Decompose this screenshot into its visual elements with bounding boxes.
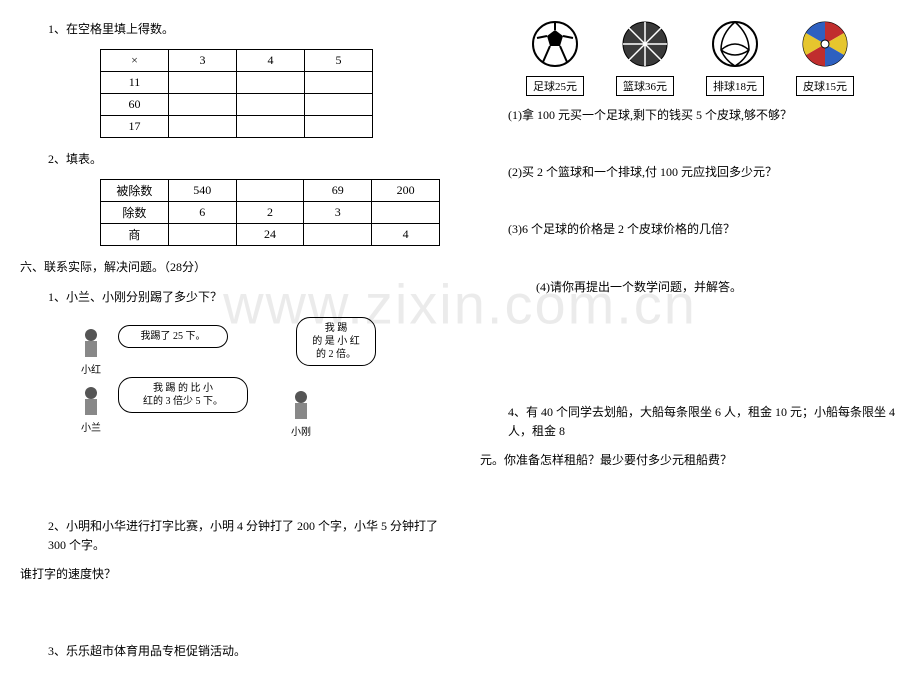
cell	[169, 72, 237, 94]
cell: 17	[101, 116, 169, 138]
char-xiaogang: 小刚	[286, 389, 316, 438]
gap	[480, 250, 900, 278]
price-label: 皮球15元	[796, 76, 854, 96]
char-xiaohong: 小红	[76, 327, 106, 376]
bubble-xiaogang: 我 踢 的 是 小 红 的 2 倍。	[296, 317, 376, 366]
bubble-xiaohong: 我踢了 25 下。	[118, 325, 228, 348]
person-icon	[78, 385, 104, 419]
beach-ball-icon	[801, 20, 849, 68]
section-6-heading: 六、联系实际，解决问题。（28分）	[20, 258, 440, 277]
right-r4: (4)请你再提出一个数学问题，并解答。	[480, 278, 900, 297]
cell: 3	[169, 50, 237, 72]
gap	[480, 135, 900, 163]
char-label: 小兰	[81, 423, 101, 434]
bubble-xiaolan: 我 踢 的 比 小 红的 3 倍少 5 下。	[118, 377, 248, 413]
price-label: 排球18元	[706, 76, 764, 96]
cell	[169, 116, 237, 138]
left-q3: 3、乐乐超市体育用品专柜促销活动。	[20, 642, 440, 661]
right-r1: (1)拿 100 元买一个足球,剩下的钱买 5 个皮球,够不够？	[480, 106, 900, 125]
cell: 商	[101, 224, 169, 246]
cell: 2	[236, 202, 304, 224]
cell	[305, 116, 373, 138]
table-row: 除数 6 2 3	[101, 202, 440, 224]
cell	[305, 72, 373, 94]
volleyball-icon	[711, 20, 759, 68]
left-column: 1、在空格里填上得数。 × 3 4 5 11 60 17 2、填表。	[0, 0, 460, 692]
soccer-ball-icon	[531, 20, 579, 68]
cell: 60	[101, 94, 169, 116]
cell: 4	[237, 50, 305, 72]
cell: 11	[101, 72, 169, 94]
char-label: 小刚	[291, 427, 311, 438]
cell	[237, 72, 305, 94]
table-row: 11	[101, 72, 373, 94]
speech-scene: 小红 我踢了 25 下。 我 踢 的 是 小 红 的 2 倍。 小兰 我 踢 的…	[76, 317, 416, 447]
right-q4-a: 4、有 40 个同学去划船，大船每条限坐 6 人，租金 10 元；小船每条限坐 …	[480, 403, 900, 441]
basketball-icon	[621, 20, 669, 68]
price-label: 足球25元	[526, 76, 584, 96]
cell: 69	[304, 180, 372, 202]
left-p1: 1、在空格里填上得数。	[20, 20, 440, 39]
cell: 540	[168, 180, 236, 202]
cell	[372, 202, 440, 224]
cell: 3	[304, 202, 372, 224]
gap	[480, 307, 900, 355]
cell: 200	[372, 180, 440, 202]
cell	[237, 94, 305, 116]
table-row: 60	[101, 94, 373, 116]
left-q1: 1、小兰、小刚分别踢了多少下？	[20, 288, 440, 307]
price-label: 篮球36元	[616, 76, 674, 96]
right-r3: (3)6 个足球的价格是 2 个皮球价格的几倍？	[480, 220, 900, 239]
cell	[168, 224, 236, 246]
table-row: × 3 4 5	[101, 50, 373, 72]
price-boxes: 足球25元 篮球36元 排球18元 皮球15元	[510, 76, 870, 96]
cell	[304, 224, 372, 246]
right-q4-b: 元。你准备怎样租船？最少要付多少元租船费？	[480, 451, 900, 470]
table-1: × 3 4 5 11 60 17	[100, 49, 373, 138]
cell: 除数	[101, 202, 169, 224]
left-q2-b: 谁打字的速度快？	[20, 565, 440, 584]
gap	[20, 594, 440, 642]
table-row: 商 24 4	[101, 224, 440, 246]
table-2: 被除数 540 69 200 除数 6 2 3 商 24 4	[100, 179, 440, 246]
table-row: 17	[101, 116, 373, 138]
cell: 4	[372, 224, 440, 246]
cell: 5	[305, 50, 373, 72]
gap	[480, 355, 900, 403]
cell	[305, 94, 373, 116]
left-q2-a: 2、小明和小华进行打字比赛，小明 4 分钟打了 200 个字，小华 5 分钟打了…	[20, 517, 440, 555]
left-p2: 2、填表。	[20, 150, 440, 169]
cell: 24	[236, 224, 304, 246]
char-xiaolan: 小兰	[76, 385, 106, 434]
person-icon	[78, 327, 104, 361]
char-label: 小红	[81, 365, 101, 376]
cell	[236, 180, 304, 202]
cell	[169, 94, 237, 116]
cell: ×	[101, 50, 169, 72]
gap	[480, 192, 900, 220]
right-r2: (2)买 2 个篮球和一个排球,付 100 元应找回多少元？	[480, 163, 900, 182]
cell	[237, 116, 305, 138]
cell: 被除数	[101, 180, 169, 202]
cell: 6	[168, 202, 236, 224]
balls-row	[510, 20, 870, 68]
right-column: 足球25元 篮球36元 排球18元 皮球15元 (1)拿 100 元买一个足球,…	[460, 0, 920, 500]
table-row: 被除数 540 69 200	[101, 180, 440, 202]
person-icon	[288, 389, 314, 423]
